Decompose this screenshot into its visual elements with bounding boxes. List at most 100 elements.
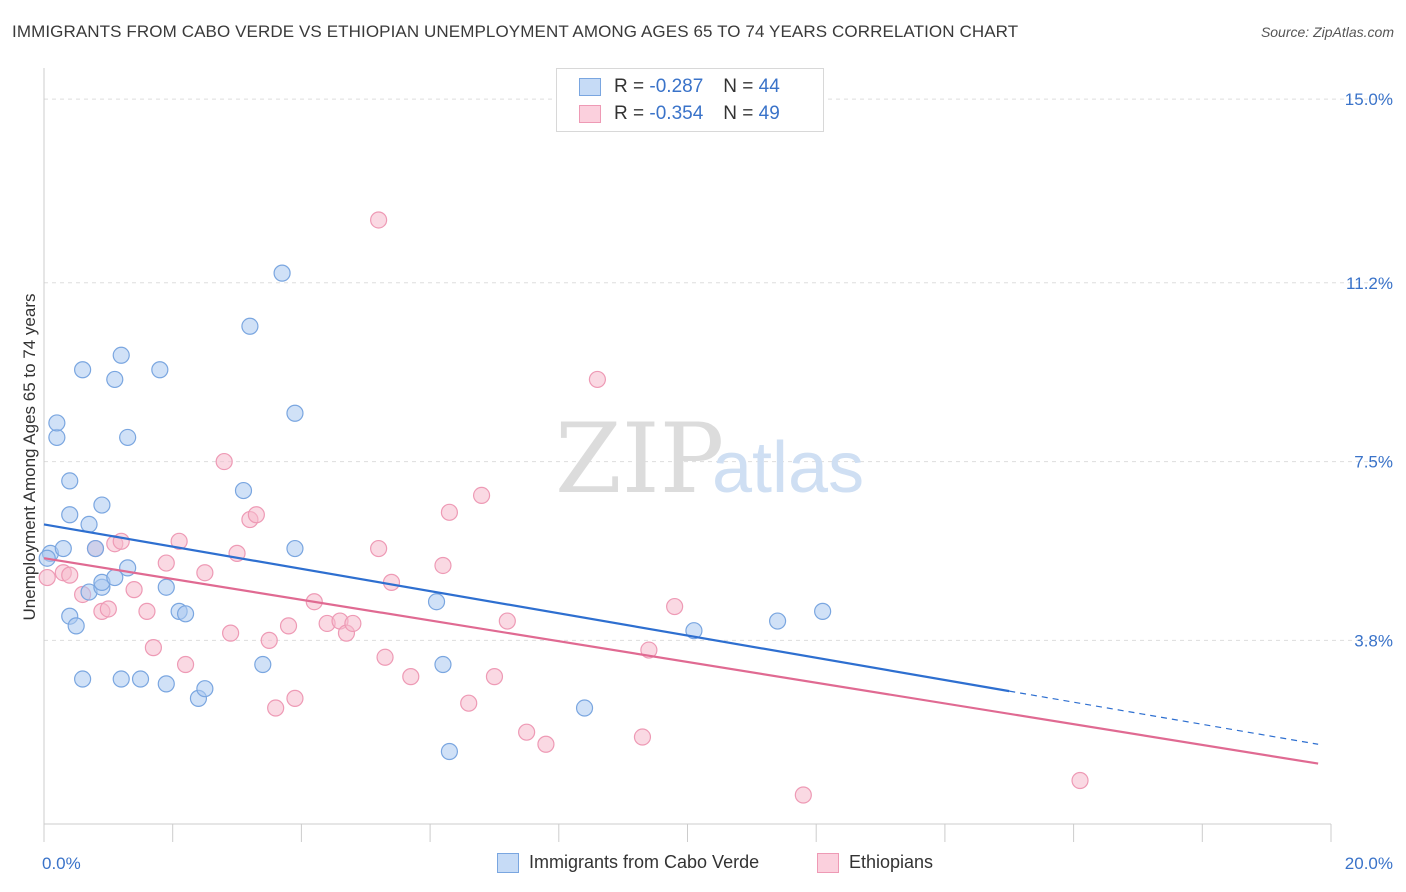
point-cabo-verde — [176, 605, 195, 623]
legend-swatch-blue — [497, 852, 519, 873]
point-ethiopians — [666, 597, 684, 616]
y-tick-label: 7.5% — [1354, 453, 1393, 472]
y-tick-label: 11.2% — [1346, 274, 1393, 293]
point-cabo-verde — [74, 670, 92, 688]
legend-label-cabo-verde: Immigrants from Cabo Verde — [529, 852, 760, 872]
legend-item-ethiopians: Ethiopians — [817, 852, 933, 873]
point-cabo-verde — [106, 370, 124, 389]
r-label: R = — [614, 103, 645, 124]
point-ethiopians — [402, 668, 420, 686]
point-cabo-verde — [575, 699, 594, 717]
point-cabo-verde — [112, 670, 130, 688]
point-ethiopians — [196, 564, 214, 582]
point-cabo-verde — [434, 655, 452, 674]
point-ethiopians — [440, 503, 459, 521]
point-ethiopians — [99, 600, 117, 618]
point-cabo-verde — [67, 617, 85, 635]
r-value: -0.287 — [649, 76, 704, 97]
watermark-atlas: atlas — [712, 428, 864, 508]
chart-title: IMMIGRANTS FROM CABO VERDE VS ETHIOPIAN … — [12, 22, 1019, 41]
point-cabo-verde — [286, 404, 304, 422]
trend-lines — [43, 523, 1319, 765]
point-ethiopians — [485, 668, 504, 686]
legend-label-ethiopians: Ethiopians — [849, 852, 934, 872]
point-ethiopians — [138, 602, 156, 620]
watermark-zip: ZIP — [555, 403, 724, 515]
trend-line-cabo-verde — [43, 523, 1010, 693]
source-label: Source: ZipAtlas.com — [1260, 24, 1394, 40]
point-ethiopians — [434, 556, 452, 575]
swatch-pink — [579, 105, 601, 123]
point-ethiopians — [472, 486, 491, 505]
r-value: -0.354 — [649, 103, 704, 124]
point-ethiopians — [633, 728, 652, 746]
trend-line-cabo-verde-extension — [1009, 690, 1319, 745]
point-ethiopians — [794, 786, 812, 804]
legend-item-cabo-verde: Immigrants from Cabo Verde — [497, 852, 759, 873]
point-cabo-verde — [61, 472, 79, 490]
point-ethiopians — [370, 211, 388, 229]
point-ethiopians — [215, 452, 233, 471]
point-ethiopians — [537, 735, 555, 753]
point-cabo-verde — [61, 506, 79, 524]
point-ethiopians — [125, 581, 143, 599]
stats-legend: R = -0.287 N = 44 R = -0.354 N = 49 — [556, 68, 824, 132]
point-ethiopians — [222, 624, 240, 642]
point-ethiopians — [61, 566, 79, 584]
point-cabo-verde — [119, 428, 137, 447]
point-cabo-verde — [196, 680, 214, 698]
point-cabo-verde — [157, 578, 175, 596]
x-tick-label: 20.0% — [1345, 854, 1393, 873]
n-value: 44 — [758, 76, 780, 97]
point-ethiopians — [267, 699, 285, 717]
swatch-blue — [579, 78, 601, 96]
point-cabo-verde — [286, 539, 304, 558]
point-cabo-verde — [48, 428, 66, 447]
y-tick-label: 15.0% — [1345, 90, 1393, 109]
point-ethiopians — [144, 639, 162, 657]
point-cabo-verde — [768, 612, 787, 630]
point-ethiopians — [498, 612, 516, 630]
point-cabo-verde — [131, 670, 150, 688]
point-ethiopians — [370, 539, 388, 558]
point-cabo-verde — [234, 481, 253, 500]
point-ethiopians — [286, 689, 304, 707]
stats-row-ethiopians: R = -0.354 N = 49 — [579, 101, 780, 127]
point-ethiopians — [1071, 771, 1089, 790]
y-tick-label: 3.8% — [1354, 631, 1393, 650]
stats-row-cabo-verde: R = -0.287 N = 44 — [579, 74, 780, 100]
point-cabo-verde — [86, 539, 105, 558]
point-cabo-verde — [440, 742, 459, 761]
point-cabo-verde — [80, 515, 98, 534]
point-ethiopians — [344, 614, 362, 633]
point-cabo-verde — [427, 593, 446, 611]
point-ethiopians — [588, 370, 607, 389]
point-cabo-verde — [112, 346, 130, 364]
trend-line-ethiopians — [43, 557, 1319, 765]
point-ethiopians — [376, 648, 394, 666]
axes — [43, 68, 1332, 842]
n-label: N = — [723, 103, 754, 124]
x-tick-label: 0.0% — [42, 854, 81, 873]
point-ethiopians — [279, 617, 298, 635]
point-cabo-verde — [157, 675, 175, 693]
tick-labels: 3.8% 7.5% 11.2% 15.0% 0.0% 20.0% — [42, 90, 1393, 873]
point-cabo-verde — [74, 361, 92, 379]
data-points — [38, 211, 1089, 804]
point-cabo-verde — [54, 539, 72, 558]
point-ethiopians — [170, 532, 188, 550]
point-ethiopians — [157, 554, 175, 572]
point-ethiopians — [460, 694, 478, 712]
point-cabo-verde — [254, 655, 272, 674]
point-ethiopians — [518, 723, 536, 741]
point-cabo-verde — [685, 622, 703, 640]
point-cabo-verde — [241, 317, 259, 335]
point-cabo-verde — [48, 414, 66, 432]
r-label: R = — [614, 76, 645, 97]
point-cabo-verde — [151, 361, 169, 379]
point-ethiopians — [38, 568, 56, 587]
legend-swatch-pink — [817, 852, 839, 873]
point-ethiopians — [260, 631, 278, 649]
point-cabo-verde — [273, 264, 291, 282]
